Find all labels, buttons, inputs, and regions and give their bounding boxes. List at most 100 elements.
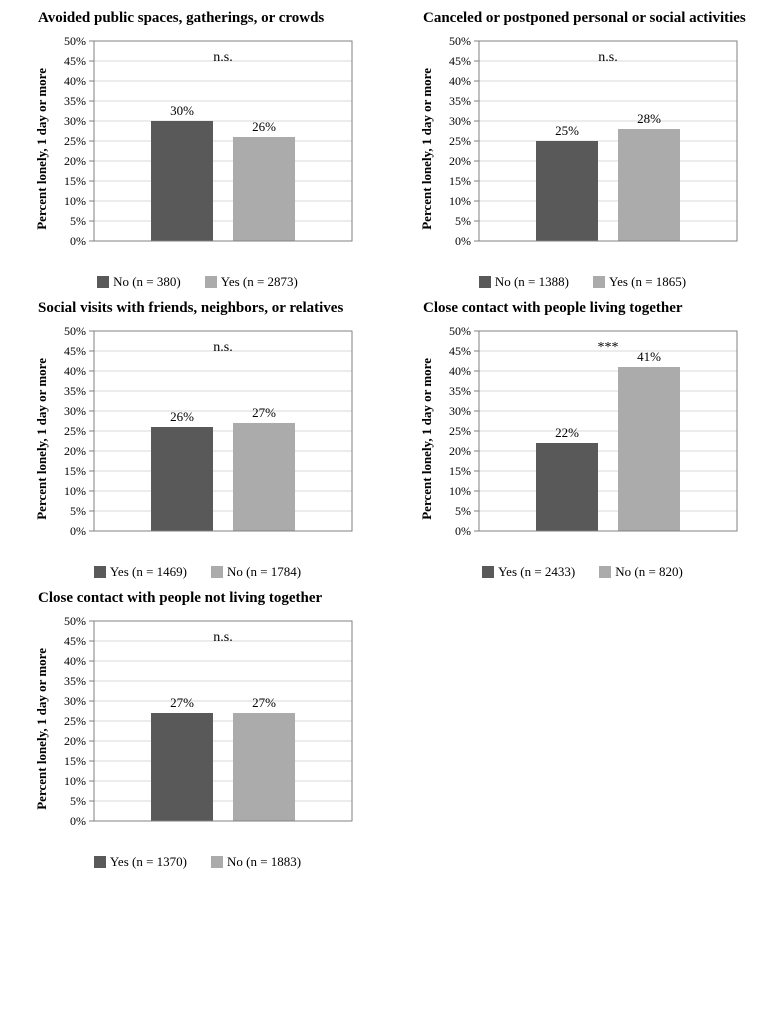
svg-text:5%: 5% [70, 214, 86, 228]
svg-text:n.s.: n.s. [213, 340, 232, 355]
legend: Yes (n = 2433) No (n = 820) [482, 564, 683, 580]
panel-title: Canceled or postponed personal or social… [395, 10, 746, 27]
legend-item: No (n = 1388) [479, 274, 569, 290]
svg-text:30%: 30% [64, 114, 86, 128]
legend-label: No (n = 1883) [227, 854, 301, 870]
bar-chart: 0%5%10%15%20%25%30%35%40%45%50%27%27%n.s… [52, 611, 362, 846]
panel-title: Close contact with people not living tog… [10, 590, 322, 607]
legend-item: Yes (n = 2873) [205, 274, 298, 290]
svg-text:5%: 5% [70, 504, 86, 518]
legend-swatch [593, 276, 605, 288]
svg-text:25%: 25% [449, 134, 471, 148]
bar-chart: 0%5%10%15%20%25%30%35%40%45%50%22%41%*** [437, 321, 747, 556]
svg-text:25%: 25% [64, 134, 86, 148]
svg-text:30%: 30% [449, 404, 471, 418]
svg-text:35%: 35% [64, 674, 86, 688]
svg-text:35%: 35% [449, 384, 471, 398]
legend-swatch [205, 276, 217, 288]
legend-swatch [94, 856, 106, 868]
svg-text:30%: 30% [64, 404, 86, 418]
y-axis-label: Percent lonely, 1 day or more [34, 648, 50, 810]
svg-text:25%: 25% [449, 424, 471, 438]
svg-text:50%: 50% [449, 324, 471, 338]
svg-text:40%: 40% [64, 654, 86, 668]
legend: Yes (n = 1469) No (n = 1784) [94, 564, 301, 580]
y-axis-label: Percent lonely, 1 day or more [419, 68, 435, 230]
legend-item: Yes (n = 1865) [593, 274, 686, 290]
svg-text:45%: 45% [449, 344, 471, 358]
bar-chart: 0%5%10%15%20%25%30%35%40%45%50%30%26%n.s… [52, 31, 362, 266]
svg-text:50%: 50% [64, 34, 86, 48]
svg-text:30%: 30% [170, 103, 194, 118]
legend-label: No (n = 1388) [495, 274, 569, 290]
legend-item: No (n = 820) [599, 564, 683, 580]
legend-item: No (n = 380) [97, 274, 181, 290]
panel-title: Avoided public spaces, gatherings, or cr… [10, 10, 324, 27]
svg-text:25%: 25% [555, 123, 579, 138]
svg-text:27%: 27% [252, 405, 276, 420]
svg-text:n.s.: n.s. [213, 50, 232, 65]
chart-panel: Avoided public spaces, gatherings, or cr… [10, 10, 385, 290]
legend-swatch [94, 566, 106, 578]
legend-swatch [482, 566, 494, 578]
chart-panel: Close contact with people not living tog… [10, 590, 385, 870]
legend-label: No (n = 1784) [227, 564, 301, 580]
svg-text:27%: 27% [170, 695, 194, 710]
panel-title: Social visits with friends, neighbors, o… [10, 300, 343, 317]
svg-text:10%: 10% [449, 194, 471, 208]
legend-swatch [599, 566, 611, 578]
svg-text:15%: 15% [64, 754, 86, 768]
panel-title: Close contact with people living togethe… [395, 300, 683, 317]
svg-text:35%: 35% [449, 94, 471, 108]
svg-text:10%: 10% [449, 484, 471, 498]
legend-item: No (n = 1784) [211, 564, 301, 580]
svg-text:***: *** [597, 340, 618, 355]
y-axis-label: Percent lonely, 1 day or more [34, 358, 50, 520]
legend-swatch [211, 856, 223, 868]
svg-text:n.s.: n.s. [213, 630, 232, 645]
legend-item: Yes (n = 1370) [94, 854, 187, 870]
y-axis-label: Percent lonely, 1 day or more [34, 68, 50, 230]
svg-text:20%: 20% [449, 444, 471, 458]
legend-label: Yes (n = 1469) [110, 564, 187, 580]
svg-text:20%: 20% [64, 444, 86, 458]
svg-text:0%: 0% [70, 524, 86, 538]
svg-text:35%: 35% [64, 94, 86, 108]
svg-text:25%: 25% [64, 424, 86, 438]
chart-row: Percent lonely, 1 day or more0%5%10%15%2… [34, 31, 362, 266]
svg-text:n.s.: n.s. [598, 50, 617, 65]
legend-label: Yes (n = 1865) [609, 274, 686, 290]
legend-item: Yes (n = 2433) [482, 564, 575, 580]
chart-row: Percent lonely, 1 day or more0%5%10%15%2… [34, 611, 362, 846]
chart-row: Percent lonely, 1 day or more0%5%10%15%2… [419, 321, 747, 556]
svg-text:5%: 5% [70, 794, 86, 808]
svg-text:50%: 50% [64, 614, 86, 628]
legend: Yes (n = 1370) No (n = 1883) [94, 854, 301, 870]
svg-text:40%: 40% [64, 364, 86, 378]
svg-text:40%: 40% [449, 364, 471, 378]
chart-panel: Close contact with people living togethe… [395, 300, 770, 580]
svg-text:30%: 30% [449, 114, 471, 128]
legend-label: Yes (n = 2433) [498, 564, 575, 580]
svg-text:30%: 30% [64, 694, 86, 708]
legend: No (n = 1388) Yes (n = 1865) [479, 274, 686, 290]
svg-text:26%: 26% [170, 409, 194, 424]
svg-text:35%: 35% [64, 384, 86, 398]
bar-chart: 0%5%10%15%20%25%30%35%40%45%50%25%28%n.s… [437, 31, 747, 266]
svg-text:0%: 0% [70, 814, 86, 828]
svg-text:20%: 20% [64, 734, 86, 748]
chart-row: Percent lonely, 1 day or more0%5%10%15%2… [419, 31, 747, 266]
svg-text:10%: 10% [64, 484, 86, 498]
chart-panel: Canceled or postponed personal or social… [395, 10, 770, 290]
legend-swatch [211, 566, 223, 578]
legend: No (n = 380) Yes (n = 2873) [97, 274, 298, 290]
svg-text:0%: 0% [70, 234, 86, 248]
svg-text:15%: 15% [449, 464, 471, 478]
svg-text:40%: 40% [64, 74, 86, 88]
svg-text:0%: 0% [455, 234, 471, 248]
svg-text:15%: 15% [64, 174, 86, 188]
svg-text:41%: 41% [637, 349, 661, 364]
svg-text:45%: 45% [64, 634, 86, 648]
legend-label: Yes (n = 1370) [110, 854, 187, 870]
y-axis-label: Percent lonely, 1 day or more [419, 358, 435, 520]
